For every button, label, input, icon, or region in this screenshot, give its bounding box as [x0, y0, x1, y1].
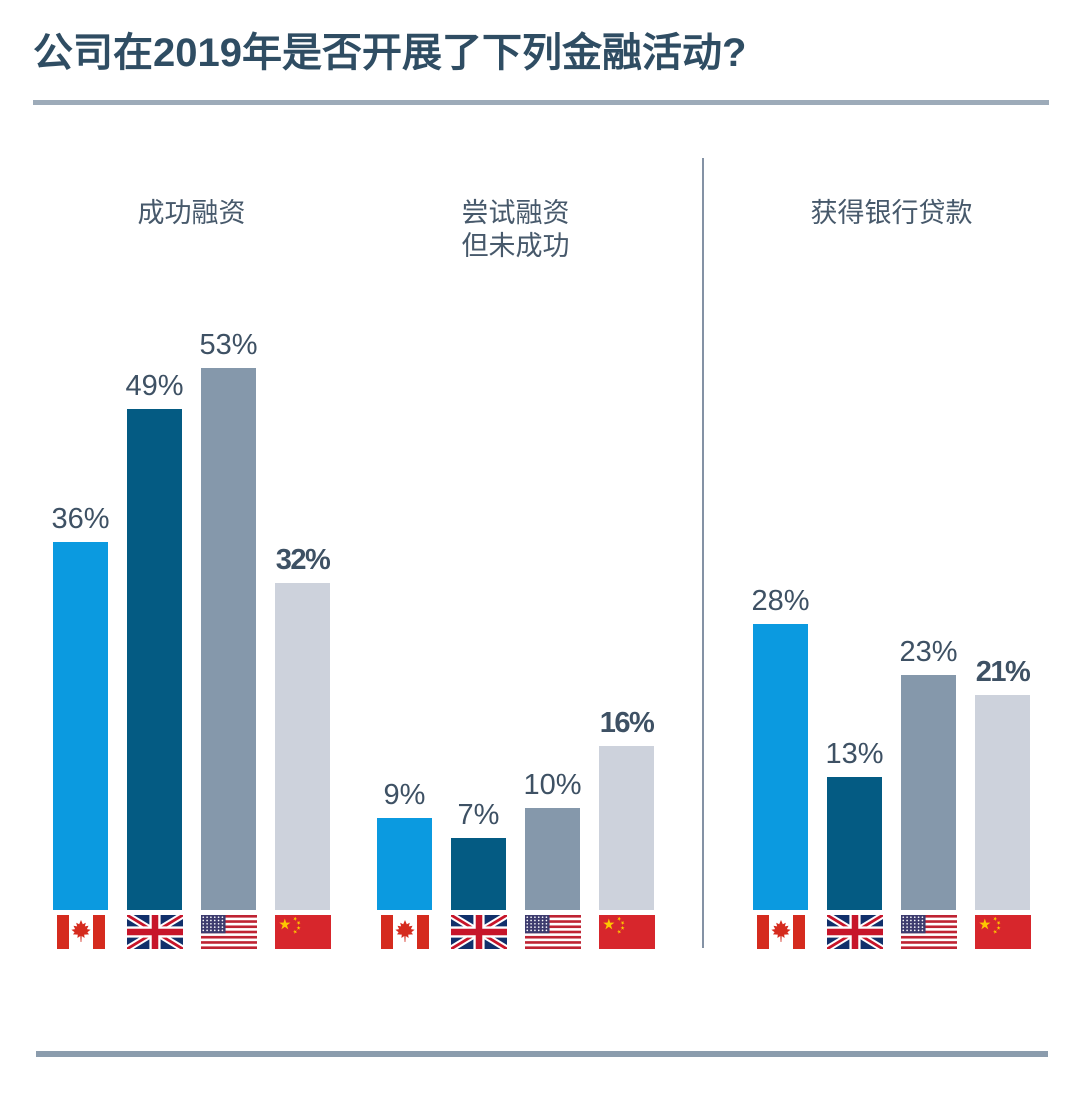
uk-flag-icon: [450, 915, 507, 949]
bar-value-label: 49%: [125, 370, 184, 402]
china-flag-icon: [598, 915, 655, 949]
bar-column-g3-china: 21%: [974, 656, 1031, 949]
title-divider-line: [33, 100, 1049, 105]
bar-column-g1-china: 32%: [274, 544, 331, 949]
bar-canada: [377, 818, 432, 910]
bar-column-g3-united-kingdom: 13%: [825, 738, 884, 949]
bar-value-label: 16%: [599, 707, 655, 739]
group-label-1: 成功融资: [137, 198, 246, 228]
bar-value-label: 32%: [275, 544, 331, 576]
bar-column-g3-canada: 28%: [751, 585, 810, 949]
usa-flag-icon: [200, 915, 257, 949]
bar-value-label: 28%: [751, 585, 810, 617]
footer-divider-line: [36, 1051, 1048, 1057]
bar-canada: [753, 624, 808, 910]
bar-value-label: 21%: [975, 656, 1031, 688]
canada-flag-icon: [56, 915, 105, 949]
china-flag-icon: [274, 915, 331, 949]
bar-value-label: 13%: [825, 738, 884, 770]
bar-column-g1-canada: 36%: [51, 503, 110, 949]
bar-column-g3-united-states: 23%: [899, 636, 958, 949]
bar-united-states: [525, 808, 580, 910]
usa-flag-icon: [524, 915, 581, 949]
bar-column-g1-united-states: 53%: [199, 329, 258, 949]
uk-flag-icon: [126, 915, 183, 949]
bar-column-g1-united-kingdom: 49%: [125, 370, 184, 949]
bar-united-kingdom: [827, 777, 882, 910]
china-flag-icon: [974, 915, 1031, 949]
bar-value-label: 36%: [51, 503, 110, 535]
bar-china: [599, 746, 654, 910]
bar-united-kingdom: [451, 838, 506, 910]
bar-column-g2-united-kingdom: 7%: [450, 799, 507, 949]
bar-value-label: 53%: [199, 329, 258, 361]
bar-value-label: 10%: [523, 769, 582, 801]
group-label-3: 获得银行贷款: [810, 198, 973, 228]
bar-united-states: [201, 368, 256, 910]
bar-value-label: 7%: [457, 799, 500, 831]
bar-canada: [53, 542, 108, 910]
group-divider-line: [702, 158, 704, 948]
bar-column-g2-canada: 9%: [377, 779, 432, 949]
bar-value-label: 9%: [383, 779, 426, 811]
canada-flag-icon: [756, 915, 805, 949]
bar-china: [275, 583, 330, 910]
canada-flag-icon: [380, 915, 429, 949]
usa-flag-icon: [900, 915, 957, 949]
bar-china: [975, 695, 1030, 910]
bar-column-g2-china: 16%: [598, 707, 655, 949]
bar-value-label: 23%: [899, 636, 958, 668]
bar-united-states: [901, 675, 956, 910]
uk-flag-icon: [826, 915, 883, 949]
group-label-2: 尝试融资 但未成功: [461, 198, 570, 261]
chart-title: 公司在2019年是否开展了下列金融活动?: [33, 31, 747, 75]
bar-united-kingdom: [127, 409, 182, 910]
bar-column-g2-united-states: 10%: [523, 769, 582, 949]
